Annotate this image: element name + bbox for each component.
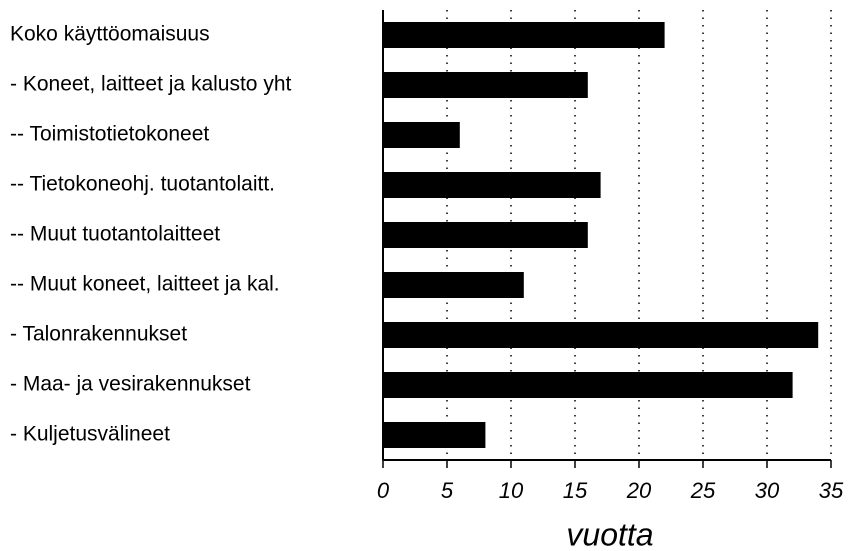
x-axis-label: vuotta: [566, 516, 653, 551]
y-tick-label: - Talonrakennukset: [10, 323, 187, 346]
y-tick-label: -- Tietokoneohj. tuotantolaitt.: [10, 173, 275, 196]
y-tick-label: -- Muut koneet, laitteet ja kal.: [10, 273, 280, 296]
x-tick-label: 10: [499, 478, 524, 503]
y-tick-label: - Maa- ja vesirakennukset: [10, 373, 251, 396]
y-tick-label: - Koneet, laitteet ja kalusto yht: [10, 73, 291, 96]
bar: [383, 372, 793, 398]
y-tick-label: - Kuljetusvälineet: [10, 423, 170, 446]
y-tick-label: -- Muut tuotantolaitteet: [10, 223, 220, 246]
x-tick-label: 20: [626, 478, 652, 503]
bar: [383, 122, 460, 148]
x-tick-label: 0: [377, 478, 390, 503]
bar: [383, 272, 524, 298]
bar: [383, 322, 819, 348]
x-tick-label: 35: [819, 478, 844, 503]
bar: [383, 222, 588, 248]
x-tick-label: 25: [690, 478, 716, 503]
x-tick-label: 30: [755, 478, 780, 503]
bar: [383, 72, 588, 98]
bar: [383, 172, 601, 198]
y-tick-label: -- Toimistotietokoneet: [10, 123, 209, 146]
x-tick-label: 5: [441, 478, 454, 503]
bar: [383, 22, 665, 48]
bar: [383, 422, 486, 448]
y-tick-label: Koko käyttöomaisuus: [10, 23, 210, 46]
x-tick-label: 15: [563, 478, 588, 503]
